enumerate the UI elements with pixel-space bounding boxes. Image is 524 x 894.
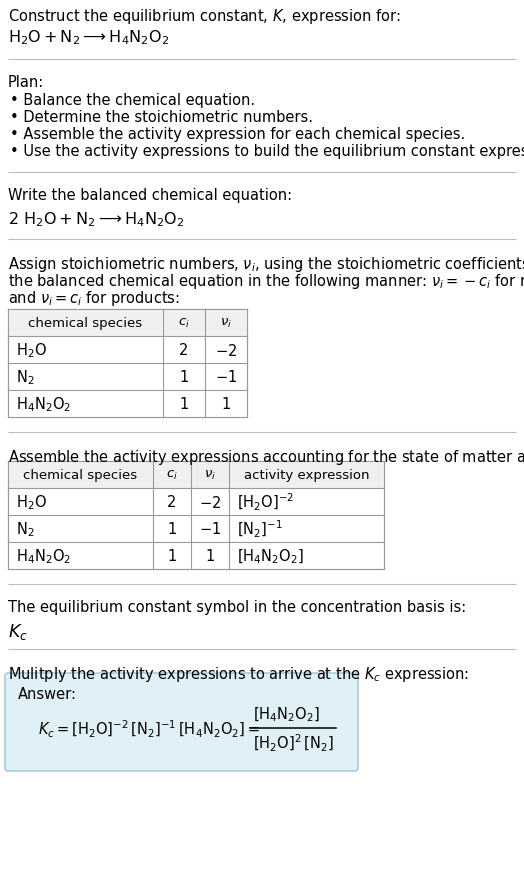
Text: Mulitply the activity expressions to arrive at the $K_c$ expression:: Mulitply the activity expressions to arr… (8, 664, 469, 683)
Text: $[\mathrm{H_2O}]^{-2}$: $[\mathrm{H_2O}]^{-2}$ (237, 492, 294, 512)
Text: • Balance the chemical equation.: • Balance the chemical equation. (10, 93, 255, 108)
Text: Assign stoichiometric numbers, $\nu_i$, using the stoichiometric coefficients, $: Assign stoichiometric numbers, $\nu_i$, … (8, 255, 524, 274)
Text: chemical species: chemical species (28, 316, 143, 330)
Text: $\mathrm{H_2O}$: $\mathrm{H_2O}$ (16, 493, 47, 511)
Text: $\mathrm{N_2}$: $\mathrm{N_2}$ (16, 519, 35, 538)
Text: Write the balanced chemical equation:: Write the balanced chemical equation: (8, 188, 292, 203)
Text: $\mathrm{2\ H_2O + N_2 \longrightarrow H_4N_2O_2}$: $\mathrm{2\ H_2O + N_2 \longrightarrow H… (8, 210, 184, 229)
Text: and $\nu_i = c_i$ for products:: and $\nu_i = c_i$ for products: (8, 289, 180, 308)
Text: Plan:: Plan: (8, 75, 44, 90)
Bar (8, 309, 247, 337)
Text: • Determine the stoichiometric numbers.: • Determine the stoichiometric numbers. (10, 110, 313, 125)
Text: 1: 1 (167, 548, 177, 563)
Text: $[\mathrm{H_4N_2O_2}]$: $[\mathrm{H_4N_2O_2}]$ (253, 705, 320, 723)
Text: Assemble the activity expressions accounting for the state of matter and $\nu_i$: Assemble the activity expressions accoun… (8, 448, 524, 467)
Text: $K_c$: $K_c$ (8, 621, 28, 641)
Text: 2: 2 (167, 494, 177, 510)
Text: $\mathrm{H_2O + N_2 \longrightarrow H_4N_2O_2}$: $\mathrm{H_2O + N_2 \longrightarrow H_4N… (8, 28, 169, 46)
Text: 1: 1 (179, 397, 189, 411)
Text: chemical species: chemical species (24, 468, 138, 482)
Bar (8, 461, 384, 569)
Text: $\mathrm{H_4N_2O_2}$: $\mathrm{H_4N_2O_2}$ (16, 546, 71, 565)
Text: 1: 1 (221, 397, 231, 411)
Text: $[\mathrm{H_4N_2O_2}]$: $[\mathrm{H_4N_2O_2}]$ (237, 547, 304, 565)
Text: • Assemble the activity expression for each chemical species.: • Assemble the activity expression for e… (10, 127, 465, 142)
Text: $\mathrm{H_4N_2O_2}$: $\mathrm{H_4N_2O_2}$ (16, 395, 71, 413)
Text: $\nu_i$: $\nu_i$ (204, 468, 216, 482)
Text: $-1$: $-1$ (215, 369, 237, 385)
Text: $-1$: $-1$ (199, 521, 221, 537)
Text: $-2$: $-2$ (215, 342, 237, 358)
Text: $[\mathrm{H_2O}]^2\,[\mathrm{N_2}]$: $[\mathrm{H_2O}]^2\,[\mathrm{N_2}]$ (253, 731, 334, 753)
Text: $c_i$: $c_i$ (166, 468, 178, 482)
Text: 1: 1 (179, 369, 189, 384)
Text: 2: 2 (179, 342, 189, 358)
Text: activity expression: activity expression (244, 468, 369, 482)
Bar (8, 309, 247, 417)
Text: the balanced chemical equation in the following manner: $\nu_i = -c_i$ for react: the balanced chemical equation in the fo… (8, 272, 524, 291)
Text: 1: 1 (205, 548, 215, 563)
Text: $\mathrm{N_2}$: $\mathrm{N_2}$ (16, 367, 35, 386)
Text: Answer:: Answer: (18, 687, 77, 701)
FancyBboxPatch shape (5, 673, 358, 772)
Text: $c_i$: $c_i$ (178, 316, 190, 330)
Text: • Use the activity expressions to build the equilibrium constant expression.: • Use the activity expressions to build … (10, 144, 524, 159)
Text: $[\mathrm{N_2}]^{-1}$: $[\mathrm{N_2}]^{-1}$ (237, 519, 283, 539)
Text: $\nu_i$: $\nu_i$ (220, 316, 232, 330)
Text: The equilibrium constant symbol in the concentration basis is:: The equilibrium constant symbol in the c… (8, 599, 466, 614)
Text: $\mathrm{H_2O}$: $\mathrm{H_2O}$ (16, 341, 47, 359)
Text: 1: 1 (167, 521, 177, 536)
Bar (8, 461, 384, 488)
Text: $-2$: $-2$ (199, 494, 221, 510)
Text: $K_c = [\mathrm{H_2O}]^{-2}\,[\mathrm{N_2}]^{-1}\,[\mathrm{H_4N_2O_2}] = $: $K_c = [\mathrm{H_2O}]^{-2}\,[\mathrm{N_… (38, 718, 260, 738)
Text: Construct the equilibrium constant, $K$, expression for:: Construct the equilibrium constant, $K$,… (8, 7, 401, 26)
